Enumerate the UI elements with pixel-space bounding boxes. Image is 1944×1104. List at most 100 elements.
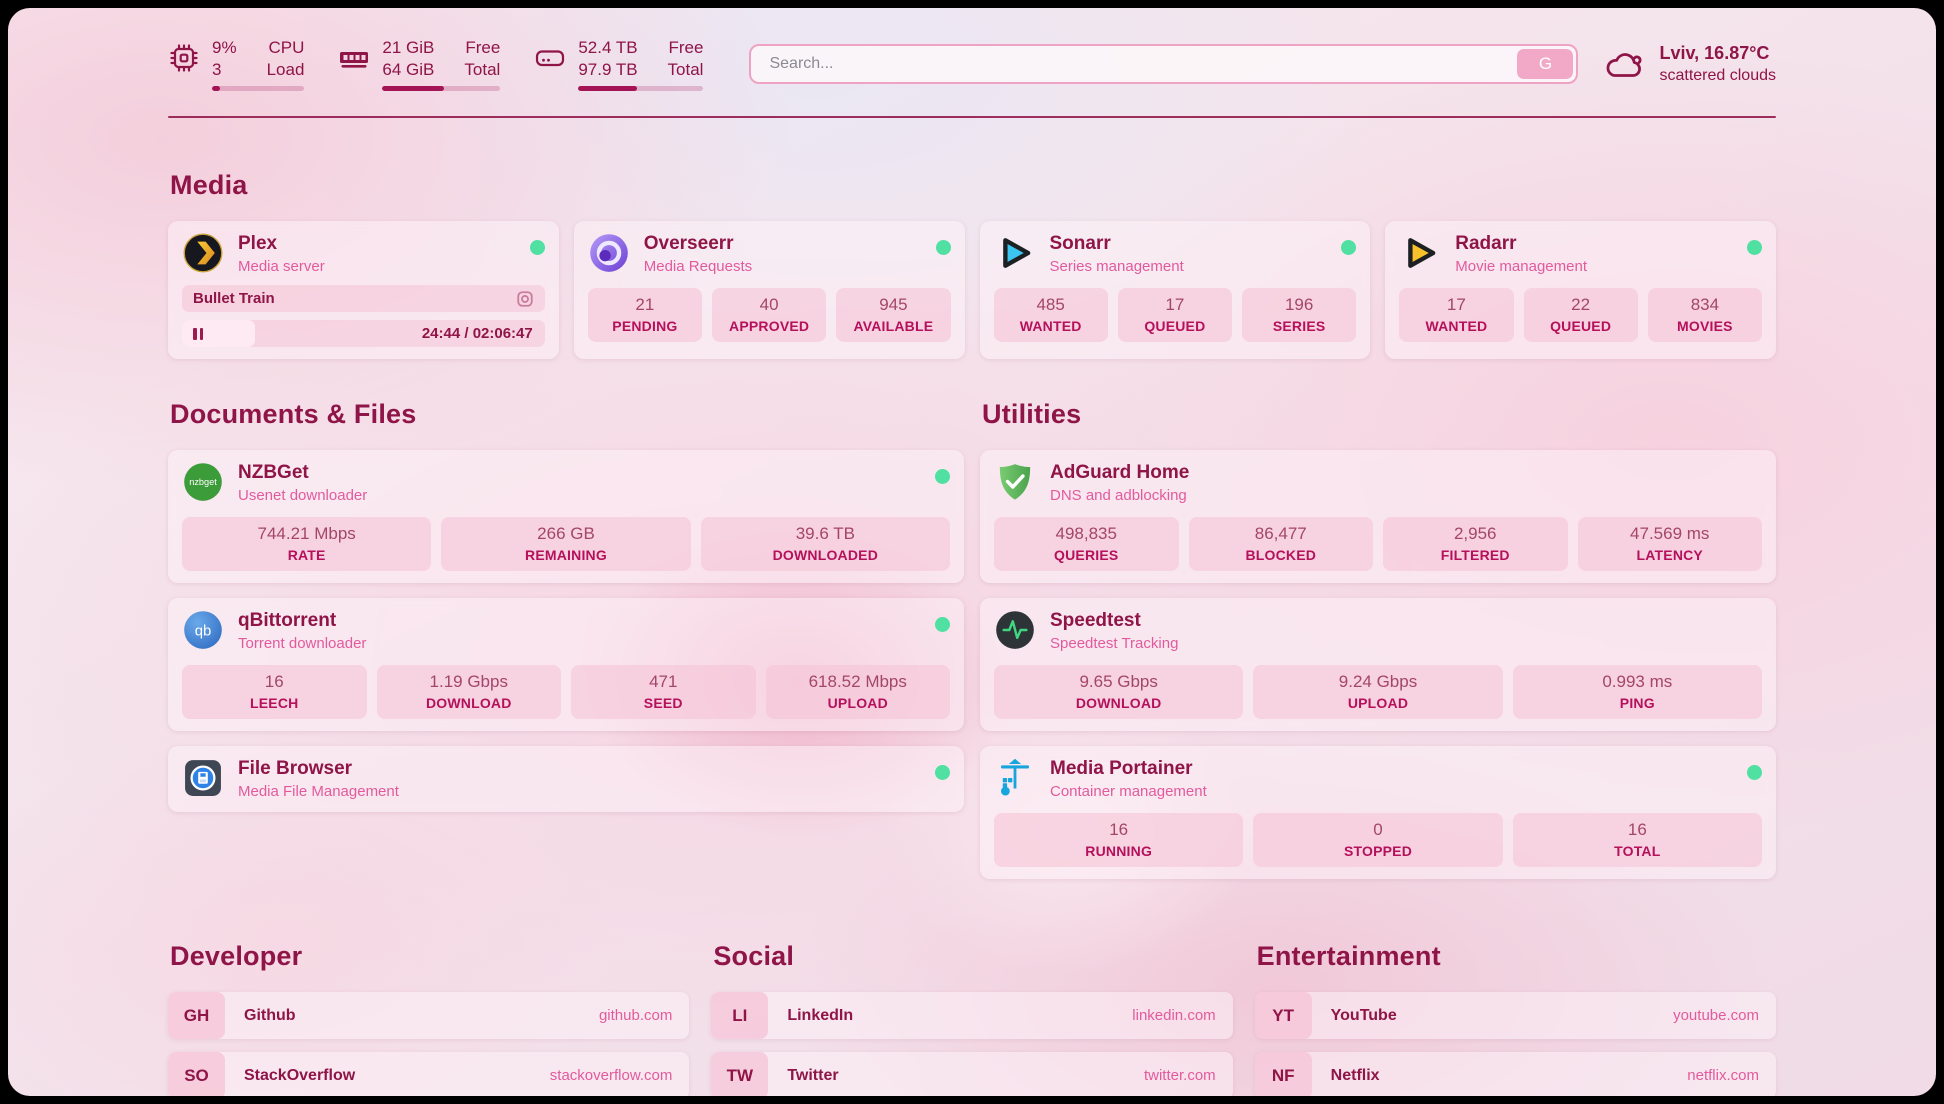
cpu-progress-bar [212, 85, 305, 91]
service-title: Speedtest [1050, 610, 1141, 631]
status-dot [935, 765, 950, 780]
service-title: Overseerr [643, 233, 734, 254]
cpu-load-label: Load [266, 60, 305, 79]
stat-upload: 618.52 Mbps UPLOAD [765, 665, 950, 719]
memory-free-label: Free [465, 38, 501, 58]
service-subtitle: Speedtest Tracking [1050, 635, 1179, 652]
service-subtitle: Movie management [1455, 258, 1587, 275]
weather-widget: Lviv, 16.87°C scattered clouds [1604, 42, 1776, 87]
memory-progress-bar [382, 85, 501, 91]
status-dot [529, 240, 545, 255]
service-title: AdGuard Home [1050, 462, 1190, 483]
service-title: qBittorrent [238, 610, 337, 631]
memory-icon [338, 42, 370, 74]
bookmark-abbr: TW [711, 1052, 769, 1096]
disk-icon [534, 42, 566, 74]
search-bar[interactable]: G [749, 44, 1579, 84]
stat-filtered: 2,956 FILTERED [1383, 517, 1568, 571]
svg-text:nzbget: nzbget [189, 477, 217, 487]
pause-icon [193, 327, 203, 340]
disk-widget: 52.4 TB 97.9 TB Free Total [534, 37, 704, 91]
playback-progress-fill [182, 320, 255, 347]
stat-available: 945 AVAILABLE [836, 288, 951, 342]
section-social: Social LI LinkedIn linkedin.com TW Twitt… [711, 941, 1233, 1096]
service-card-sonarr[interactable]: Sonarr Series management 485 WANTED 17 Q… [979, 221, 1371, 359]
service-card-nzbget[interactable]: nzbget NZBGet Usenet downloader 744.21 M… [168, 450, 964, 583]
bookmark-name: Netflix [1330, 1066, 1380, 1084]
bookmark-url: linkedin.com [1132, 1007, 1216, 1024]
service-card-plex[interactable]: Plex Media server Bullet Train [168, 221, 559, 359]
stat-upload: 9.24 Gbps UPLOAD [1253, 665, 1503, 719]
stat-download: 1.19 Gbps DOWNLOAD [376, 665, 561, 719]
cpu-progress-fill [212, 85, 221, 91]
social-heading: Social [713, 941, 795, 971]
service-card-speedtest[interactable]: Speedtest Speedtest Tracking 9.65 Gbps D… [980, 598, 1776, 731]
stat-stopped: 0 STOPPED [1253, 813, 1503, 867]
cloud-icon [1604, 47, 1646, 81]
svg-text:qb: qb [195, 623, 212, 639]
qbittorrent-icon: qb [182, 609, 224, 651]
media-heading: Media [170, 170, 248, 200]
service-card-overseerr[interactable]: Overseerr Media Requests 21 PENDING 40 A… [573, 221, 965, 359]
sonarr-icon [994, 232, 1036, 274]
bookmark-url: github.com [598, 1007, 673, 1024]
section-media: Media Plex [168, 170, 1776, 359]
service-title: File Browser [238, 758, 353, 779]
service-card-qbittorrent[interactable]: qb qBittorrent Torrent downloader 16 LEE… [168, 598, 964, 731]
bookmark-url: youtube.com [1673, 1007, 1759, 1024]
status-dot [1747, 240, 1762, 255]
utilities-heading: Utilities [982, 399, 1082, 429]
service-card-portainer[interactable]: Media Portainer Container management 16 … [980, 746, 1776, 879]
stat-total: 16 TOTAL [1512, 813, 1762, 867]
stat-downloaded: 39.6 TB DOWNLOADED [700, 517, 950, 571]
disk-progress-fill [578, 85, 638, 91]
service-subtitle: Container management [1050, 783, 1207, 800]
bookmark-github[interactable]: GH Github github.com [168, 992, 690, 1039]
stat-latency: 47.569 ms LATENCY [1577, 517, 1762, 571]
entertainment-heading: Entertainment [1256, 941, 1441, 971]
bookmark-abbr: SO [168, 1052, 225, 1096]
playback-time: 24:44 / 02:06:47 [421, 325, 533, 342]
stat-movies: 834 MOVIES [1647, 288, 1762, 342]
service-title: Media Portainer [1050, 758, 1193, 779]
service-title: Radarr [1455, 233, 1517, 254]
bookmark-youtube[interactable]: YT YouTube youtube.com [1254, 992, 1776, 1039]
stat-seed: 471 SEED [571, 665, 756, 719]
stat-wanted: 485 WANTED [993, 288, 1108, 342]
memory-free-value: 21 GiB [382, 38, 435, 58]
service-card-adguard[interactable]: AdGuard Home DNS and adblocking 498,835 … [980, 450, 1776, 583]
bookmark-netflix[interactable]: NF Netflix netflix.com [1254, 1052, 1776, 1096]
bookmark-stackoverflow[interactable]: SO StackOverflow stackoverflow.com [168, 1052, 690, 1096]
search-input[interactable] [754, 54, 1518, 74]
status-dot [935, 240, 951, 255]
stat-ping: 0.993 ms PING [1512, 665, 1762, 719]
stat-download: 9.65 Gbps DOWNLOAD [994, 665, 1244, 719]
service-subtitle: Media server [238, 258, 325, 275]
stat-pending: 21 PENDING [587, 288, 702, 342]
service-card-radarr[interactable]: Radarr Movie management 17 WANTED 22 QUE… [1385, 221, 1776, 359]
status-dot [935, 617, 950, 632]
bookmark-twitter[interactable]: TW Twitter twitter.com [711, 1052, 1233, 1096]
weather-location: Lviv, 16.87°C [1659, 42, 1770, 63]
bookmark-url: twitter.com [1143, 1067, 1216, 1084]
service-subtitle: Torrent downloader [238, 635, 367, 652]
section-developer: Developer GH Github github.com SO StackO… [168, 941, 690, 1096]
overseerr-icon [588, 232, 630, 274]
bookmark-name: Github [244, 1006, 296, 1024]
memory-total-label: Total [464, 60, 501, 79]
search-provider-button[interactable]: G [1517, 49, 1574, 79]
service-card-filebrowser[interactable]: File Browser Media File Management [168, 746, 964, 812]
bookmark-abbr: GH [168, 992, 225, 1039]
cpu-usage-value: 9% [212, 38, 237, 58]
memory-progress-fill [382, 85, 444, 91]
bookmark-linkedin[interactable]: LI LinkedIn linkedin.com [711, 992, 1233, 1039]
status-dot [935, 469, 950, 484]
stat-queued: 17 QUEUED [1117, 288, 1232, 342]
top-bar: 9% 3 CPU Load [168, 37, 1776, 91]
radarr-icon [1399, 232, 1441, 274]
stat-blocked: 86,477 BLOCKED [1188, 517, 1373, 571]
disk-progress-bar [578, 85, 704, 91]
playback-progress-row: 24:44 / 02:06:47 [182, 320, 545, 347]
service-subtitle: DNS and adblocking [1050, 487, 1187, 504]
section-utilities: Utilities [980, 399, 1776, 879]
